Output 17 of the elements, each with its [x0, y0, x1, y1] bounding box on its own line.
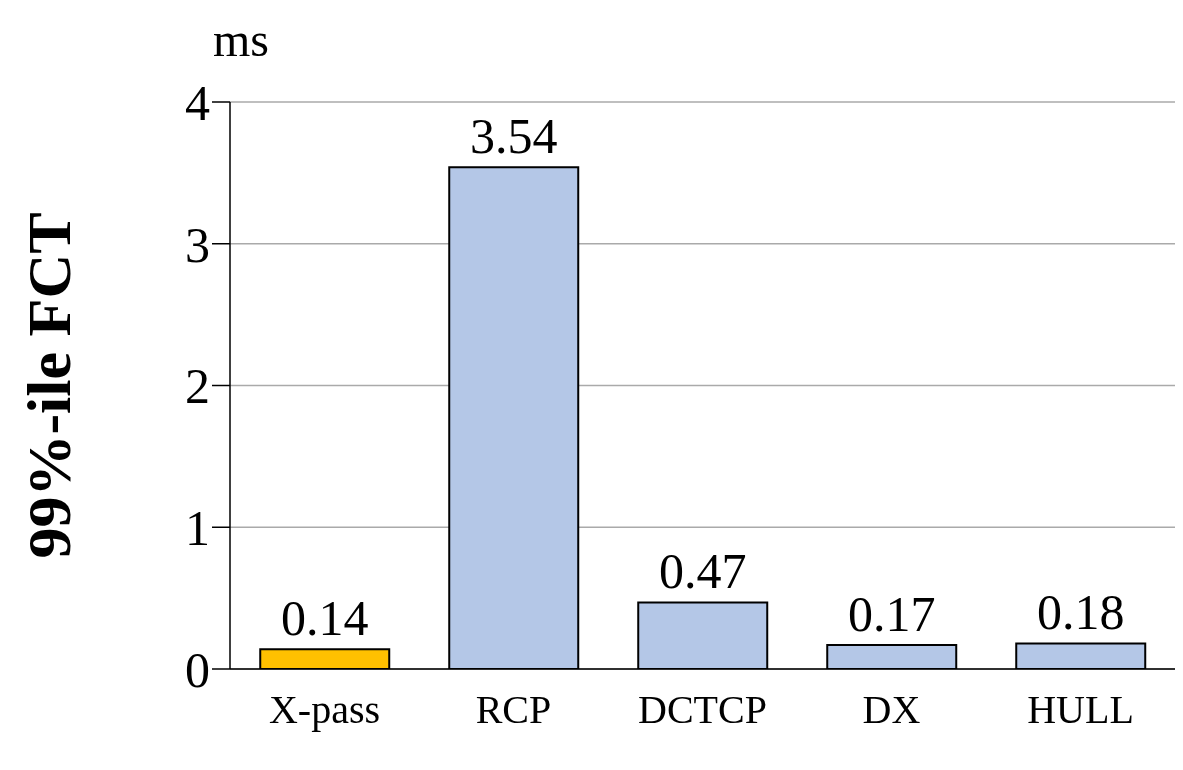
data-label: 0.17 — [847, 585, 936, 642]
data-label: 0.18 — [1036, 584, 1125, 641]
x-tick-label: DX — [862, 687, 921, 733]
data-label: 0.14 — [280, 590, 369, 647]
x-tick-label: X-pass — [268, 687, 381, 733]
y-tick-label: 4 — [185, 74, 210, 131]
y-tick-label: 3 — [185, 216, 210, 273]
y-tick-label: 1 — [185, 500, 210, 556]
data-label: 0.47 — [658, 543, 747, 600]
y-axis-title: 99%-ile FCT — [15, 212, 84, 559]
x-tick-label: RCP — [475, 687, 552, 733]
x-tick-label: DCTCP — [638, 687, 767, 733]
y-tick-label: 2 — [185, 358, 210, 415]
text: ms — [213, 12, 270, 67]
x-tick-label: HULL — [1027, 687, 1134, 733]
data-label: 3.54 — [469, 108, 558, 165]
y-tick-label: 0 — [185, 641, 210, 698]
